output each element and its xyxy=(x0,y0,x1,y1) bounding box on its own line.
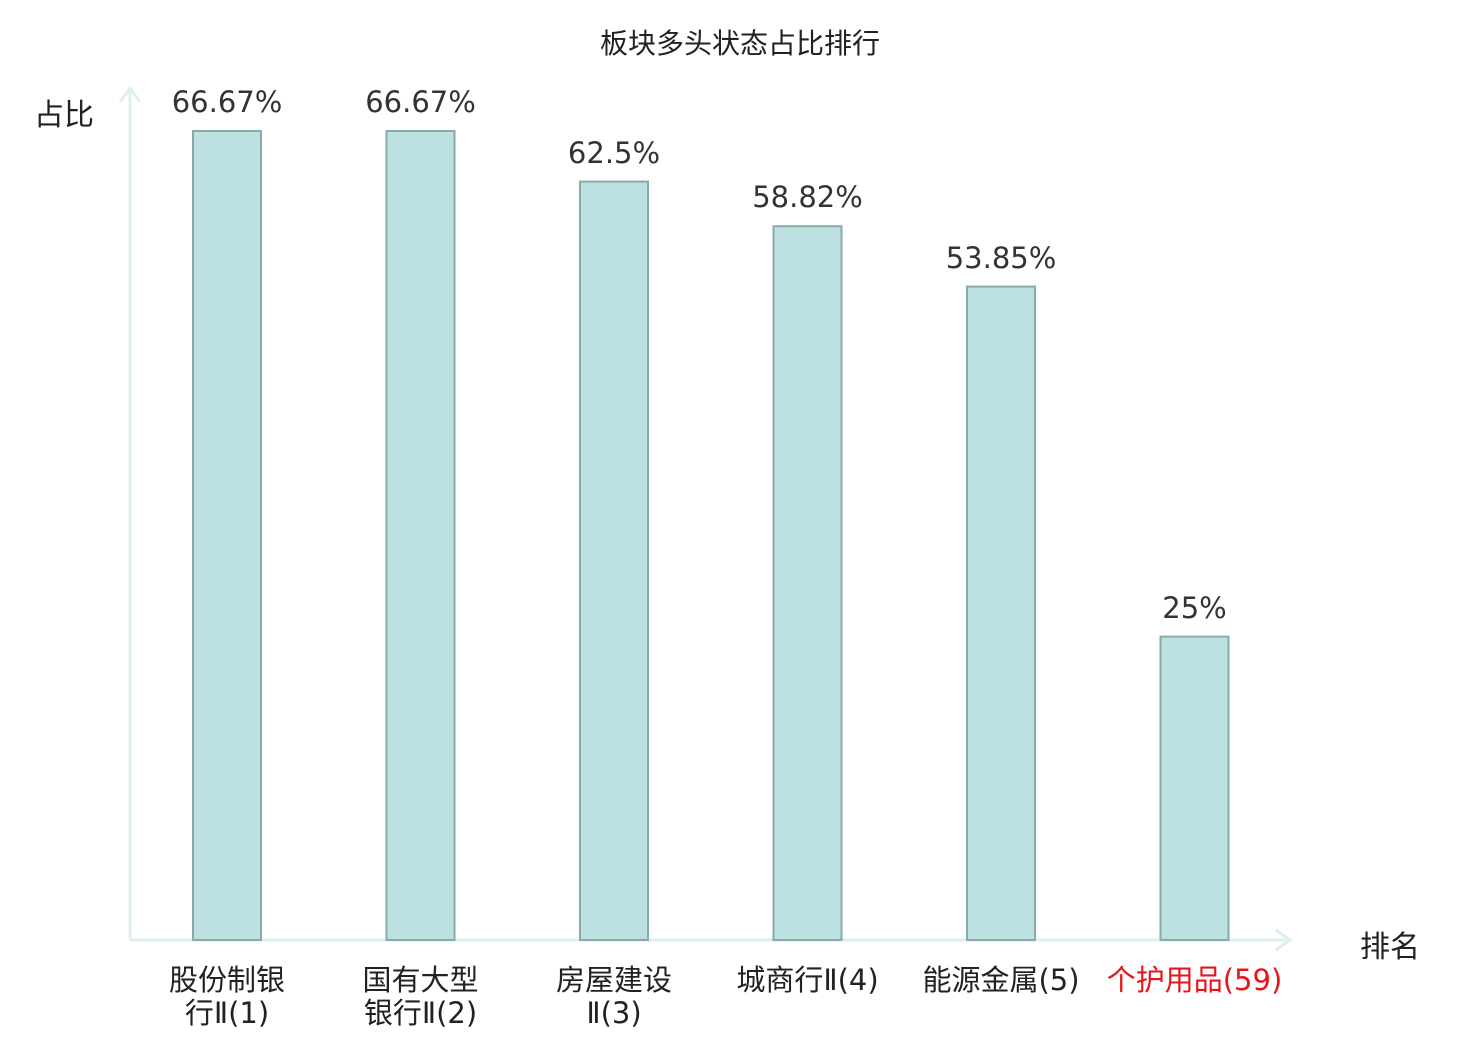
y-axis-label: 占比 xyxy=(34,98,94,133)
x-axis-label: 排名 xyxy=(1360,930,1420,965)
y-axis-arrow xyxy=(118,85,142,103)
bar xyxy=(192,130,262,941)
x-tick-label: 房屋建设 Ⅱ(3) xyxy=(514,964,714,1030)
data-label: 53.85% xyxy=(945,240,1057,275)
x-tick-label-line2: 行Ⅱ(1) xyxy=(184,996,270,1030)
x-tick-label-line1: 国有大型 xyxy=(362,963,479,997)
x-tick-label-line1: 城商行Ⅱ(4) xyxy=(736,963,879,997)
bar xyxy=(1159,635,1230,942)
data-label: 62.5% xyxy=(567,135,661,170)
x-tick-label-line1: 股份制银 xyxy=(168,963,285,997)
x-tick-label-line1: 个护用品(59) xyxy=(1106,963,1283,997)
x-tick-label: 能源金属(5) xyxy=(901,964,1101,997)
x-tick-label-line1: 房屋建设 xyxy=(555,963,672,997)
x-tick-label: 个护用品(59) xyxy=(1095,964,1295,997)
data-label: 25% xyxy=(1162,590,1227,625)
data-label: 66.67% xyxy=(171,85,283,119)
bar xyxy=(579,180,649,942)
bar xyxy=(772,225,843,941)
bar xyxy=(966,285,1036,941)
chart-title: 板块多头状态占比排行 xyxy=(599,27,880,60)
x-tick-label-line1: 能源金属(5) xyxy=(922,963,1080,997)
x-axis-arrow xyxy=(1275,928,1293,952)
x-tick-label-line2: 银行Ⅱ(2) xyxy=(363,996,478,1030)
data-label: 66.67% xyxy=(365,85,476,119)
x-tick-label-line2: Ⅱ(3) xyxy=(586,996,642,1030)
x-tick-label: 股份制银 行Ⅱ(1) xyxy=(127,964,327,1030)
bar xyxy=(385,130,456,941)
data-label: 58.82% xyxy=(752,180,863,215)
x-tick-label: 城商行Ⅱ(4) xyxy=(708,964,908,997)
x-tick-label: 国有大型 银行Ⅱ(2) xyxy=(321,964,521,1030)
